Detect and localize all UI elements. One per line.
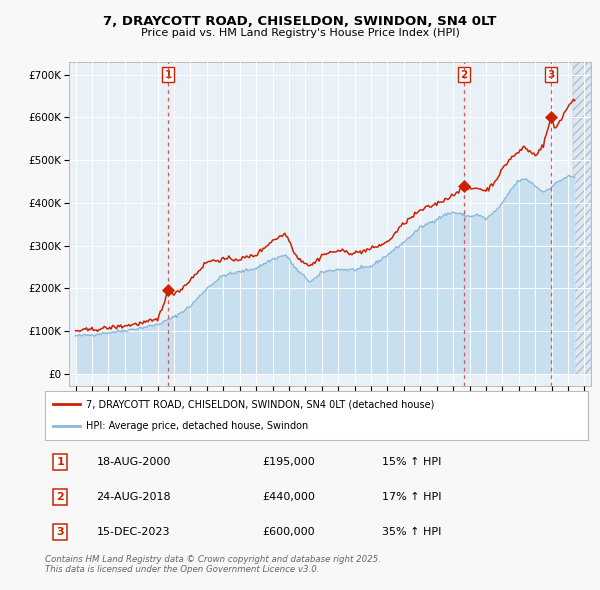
Text: 35% ↑ HPI: 35% ↑ HPI — [382, 527, 441, 537]
Text: 2: 2 — [460, 70, 467, 80]
Text: HPI: Average price, detached house, Swindon: HPI: Average price, detached house, Swin… — [86, 421, 308, 431]
Text: 2: 2 — [56, 492, 64, 502]
Text: 3: 3 — [56, 527, 64, 537]
Text: 7, DRAYCOTT ROAD, CHISELDON, SWINDON, SN4 0LT: 7, DRAYCOTT ROAD, CHISELDON, SWINDON, SN… — [103, 15, 497, 28]
Text: 3: 3 — [547, 70, 554, 80]
Text: 24-AUG-2018: 24-AUG-2018 — [97, 492, 171, 502]
Text: £195,000: £195,000 — [262, 457, 315, 467]
Text: 15-DEC-2023: 15-DEC-2023 — [97, 527, 170, 537]
Text: 17% ↑ HPI: 17% ↑ HPI — [382, 492, 441, 502]
Text: Contains HM Land Registry data © Crown copyright and database right 2025.
This d: Contains HM Land Registry data © Crown c… — [45, 555, 381, 574]
Text: Price paid vs. HM Land Registry's House Price Index (HPI): Price paid vs. HM Land Registry's House … — [140, 28, 460, 38]
Text: 1: 1 — [164, 70, 172, 80]
Text: £600,000: £600,000 — [262, 527, 315, 537]
Text: 7, DRAYCOTT ROAD, CHISELDON, SWINDON, SN4 0LT (detached house): 7, DRAYCOTT ROAD, CHISELDON, SWINDON, SN… — [86, 399, 434, 409]
Text: £440,000: £440,000 — [262, 492, 315, 502]
Text: 15% ↑ HPI: 15% ↑ HPI — [382, 457, 441, 467]
Text: 1: 1 — [56, 457, 64, 467]
Text: 18-AUG-2000: 18-AUG-2000 — [97, 457, 171, 467]
